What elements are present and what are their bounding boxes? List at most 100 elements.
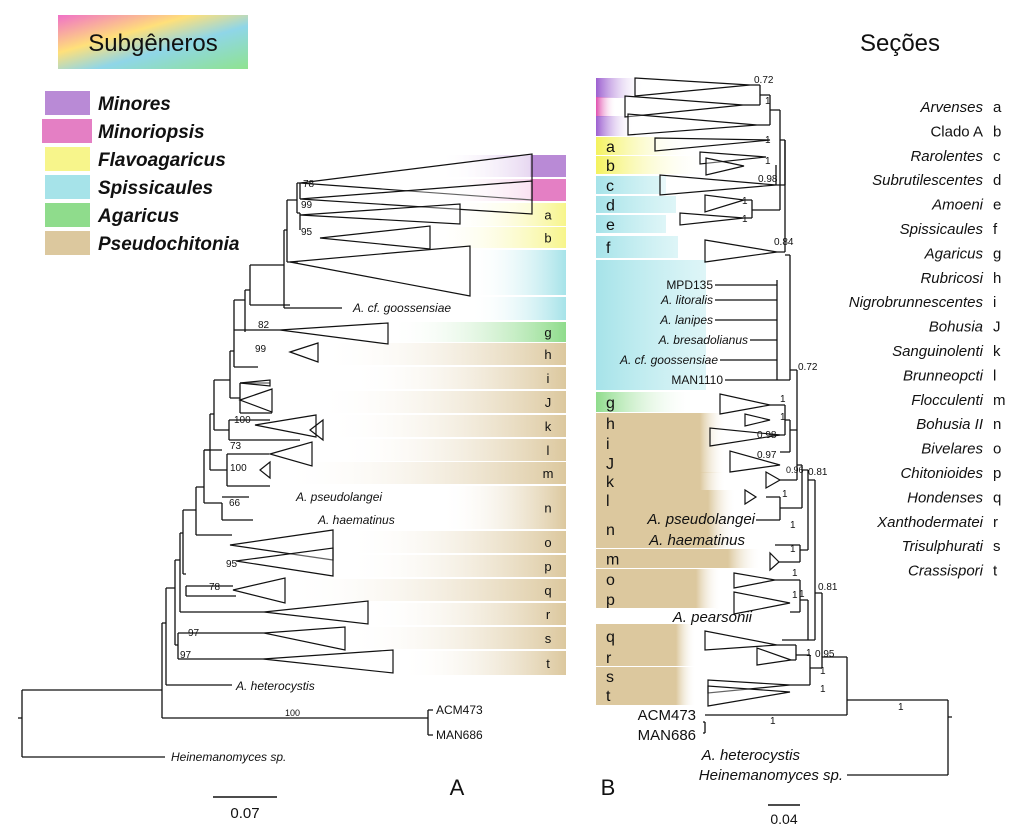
tree-b-clade-triangle — [756, 647, 792, 666]
svg-text:1: 1 — [790, 520, 796, 531]
tree-a: 78 99 95 82 99 100 73 100 66 95 78 97 97… — [18, 153, 533, 822]
svg-text:97: 97 — [188, 628, 200, 639]
tree-a-clade-triangle — [232, 577, 286, 604]
tree-a-clade-triangle — [299, 153, 533, 201]
tree-b-band-letter: m — [606, 552, 619, 569]
svg-text:100: 100 — [285, 708, 300, 718]
tree-b-band-letter: J — [606, 456, 614, 473]
tree-a-band — [440, 486, 566, 529]
section-name: Spissicaules — [900, 221, 984, 238]
taxon-man686: MAN686 — [436, 728, 483, 742]
section-code: h — [993, 270, 1001, 287]
subgenus-swatch — [45, 91, 90, 115]
taxon-b-haematinus: A. haematinus — [648, 532, 745, 549]
section-name: Trisulphurati — [902, 538, 984, 555]
section-name: Arvenses — [919, 99, 983, 116]
svg-text:99: 99 — [301, 200, 313, 211]
svg-text:0.97: 0.97 — [757, 450, 777, 461]
tree-a-band-letter: p — [544, 559, 551, 574]
svg-text:1: 1 — [792, 590, 798, 601]
svg-text:0.72: 0.72 — [754, 75, 774, 86]
tree-b-band-letter: e — [606, 217, 615, 234]
svg-text:1: 1 — [765, 156, 771, 167]
section-code: s — [993, 538, 1001, 555]
tree-b-band — [596, 176, 666, 194]
section-name: Subrutilescentes — [872, 172, 983, 189]
tree-a-clade-triangle — [262, 649, 394, 674]
tree-b-band — [596, 116, 634, 136]
scale-label-b: 0.04 — [770, 811, 797, 827]
tree-a-collapsed-clades — [229, 153, 533, 674]
svg-text:1: 1 — [799, 589, 805, 600]
tree-b-band-letter: d — [606, 198, 615, 215]
tree-a-band — [350, 367, 566, 389]
tree-a-clade-triangle — [309, 418, 324, 442]
tree-a-clade-triangle — [263, 626, 346, 651]
tree-b-band — [596, 137, 696, 155]
tree-a-band-letter: n — [544, 501, 551, 516]
tree-a-band-letter: l — [547, 443, 550, 458]
subgenus-swatch — [42, 119, 92, 143]
tree-a-band-letter: b — [544, 231, 551, 246]
section-code: q — [993, 489, 1001, 506]
tree-b-clade-triangle — [719, 393, 771, 415]
subgenus-swatch — [45, 147, 90, 171]
svg-text:0.95: 0.95 — [815, 649, 835, 660]
tree-b-band-letter: c — [606, 178, 614, 195]
section-code: f — [993, 221, 998, 238]
taxon-b-acm473: ACM473 — [638, 707, 696, 724]
svg-text:100: 100 — [234, 415, 251, 426]
tree-a-band — [325, 415, 566, 437]
tree-a-band — [320, 343, 566, 365]
section-code: c — [993, 148, 1001, 165]
tree-b-collapsed-clades — [624, 77, 792, 707]
section-code: p — [993, 465, 1001, 482]
tree-b-clade-triangle — [627, 113, 758, 136]
svg-text:1: 1 — [780, 412, 786, 423]
section-code: m — [993, 392, 1006, 409]
tree-b-band — [596, 472, 726, 490]
section-code: r — [993, 514, 998, 531]
tree-a-band-letter: h — [544, 347, 551, 362]
tree-b-band — [596, 589, 721, 609]
tree-b-band-letter: t — [606, 688, 611, 705]
tree-b-clade-triangle — [705, 157, 745, 176]
tree-a-band — [345, 627, 566, 649]
section-name: Chitonioides — [900, 465, 983, 482]
tree-a-band — [450, 203, 566, 226]
tree-a-band-letter: k — [545, 419, 552, 434]
tree-a-clade-triangle — [254, 414, 317, 438]
tree-b-clade-triangle — [654, 137, 771, 152]
tree-b-clade-triangle — [769, 551, 780, 572]
section-name: Bohusia — [929, 319, 983, 336]
tree-b-band — [596, 215, 666, 233]
section-name: Amoeni — [931, 197, 984, 214]
tree-b-band — [596, 490, 736, 510]
tree-a-band-letter: q — [544, 583, 551, 598]
tree-a-clade-triangle — [238, 388, 273, 413]
subgenera-legend: Minores Minoriopsis Flavoagaricus Spissicau… — [42, 91, 240, 255]
tree-b-band — [596, 685, 696, 705]
sections-title: Seções — [860, 30, 940, 57]
tree-b-clade-triangle — [709, 427, 781, 447]
tree-b-band — [596, 549, 761, 568]
svg-text:1: 1 — [898, 702, 904, 713]
tree-b-band-letter: p — [606, 592, 615, 609]
section-code: i — [993, 294, 996, 311]
section-code: a — [993, 99, 1002, 116]
tree-a-clade-triangle — [263, 600, 369, 625]
tree-a-band — [315, 391, 566, 413]
tree-b-band — [596, 510, 736, 548]
taxon-a-heterocystis: A. heterocystis — [235, 679, 315, 693]
svg-text:1: 1 — [790, 544, 796, 555]
section-name: Hondenses — [907, 489, 983, 506]
tree-b-band-gap — [596, 608, 716, 622]
taxon-b-heterocystis: A. heterocystis — [701, 747, 801, 764]
svg-text:0.96: 0.96 — [786, 465, 804, 475]
svg-text:78: 78 — [303, 179, 315, 190]
tree-a-clade-triangle — [279, 322, 389, 345]
taxon-a-pearsonii: A. pearsonii — [672, 609, 753, 626]
subgenera-title: Subgêneros — [88, 30, 217, 57]
svg-text:95: 95 — [301, 227, 313, 238]
